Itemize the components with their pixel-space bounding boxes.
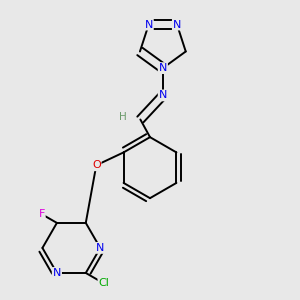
Text: N: N <box>159 63 167 73</box>
Text: N: N <box>96 243 104 253</box>
Text: Cl: Cl <box>98 278 109 288</box>
Text: N: N <box>159 90 167 100</box>
Text: H: H <box>119 112 127 122</box>
Text: N: N <box>53 268 61 278</box>
Text: N: N <box>145 20 153 30</box>
Text: N: N <box>173 20 181 30</box>
Text: F: F <box>38 209 45 219</box>
Text: O: O <box>92 160 101 170</box>
